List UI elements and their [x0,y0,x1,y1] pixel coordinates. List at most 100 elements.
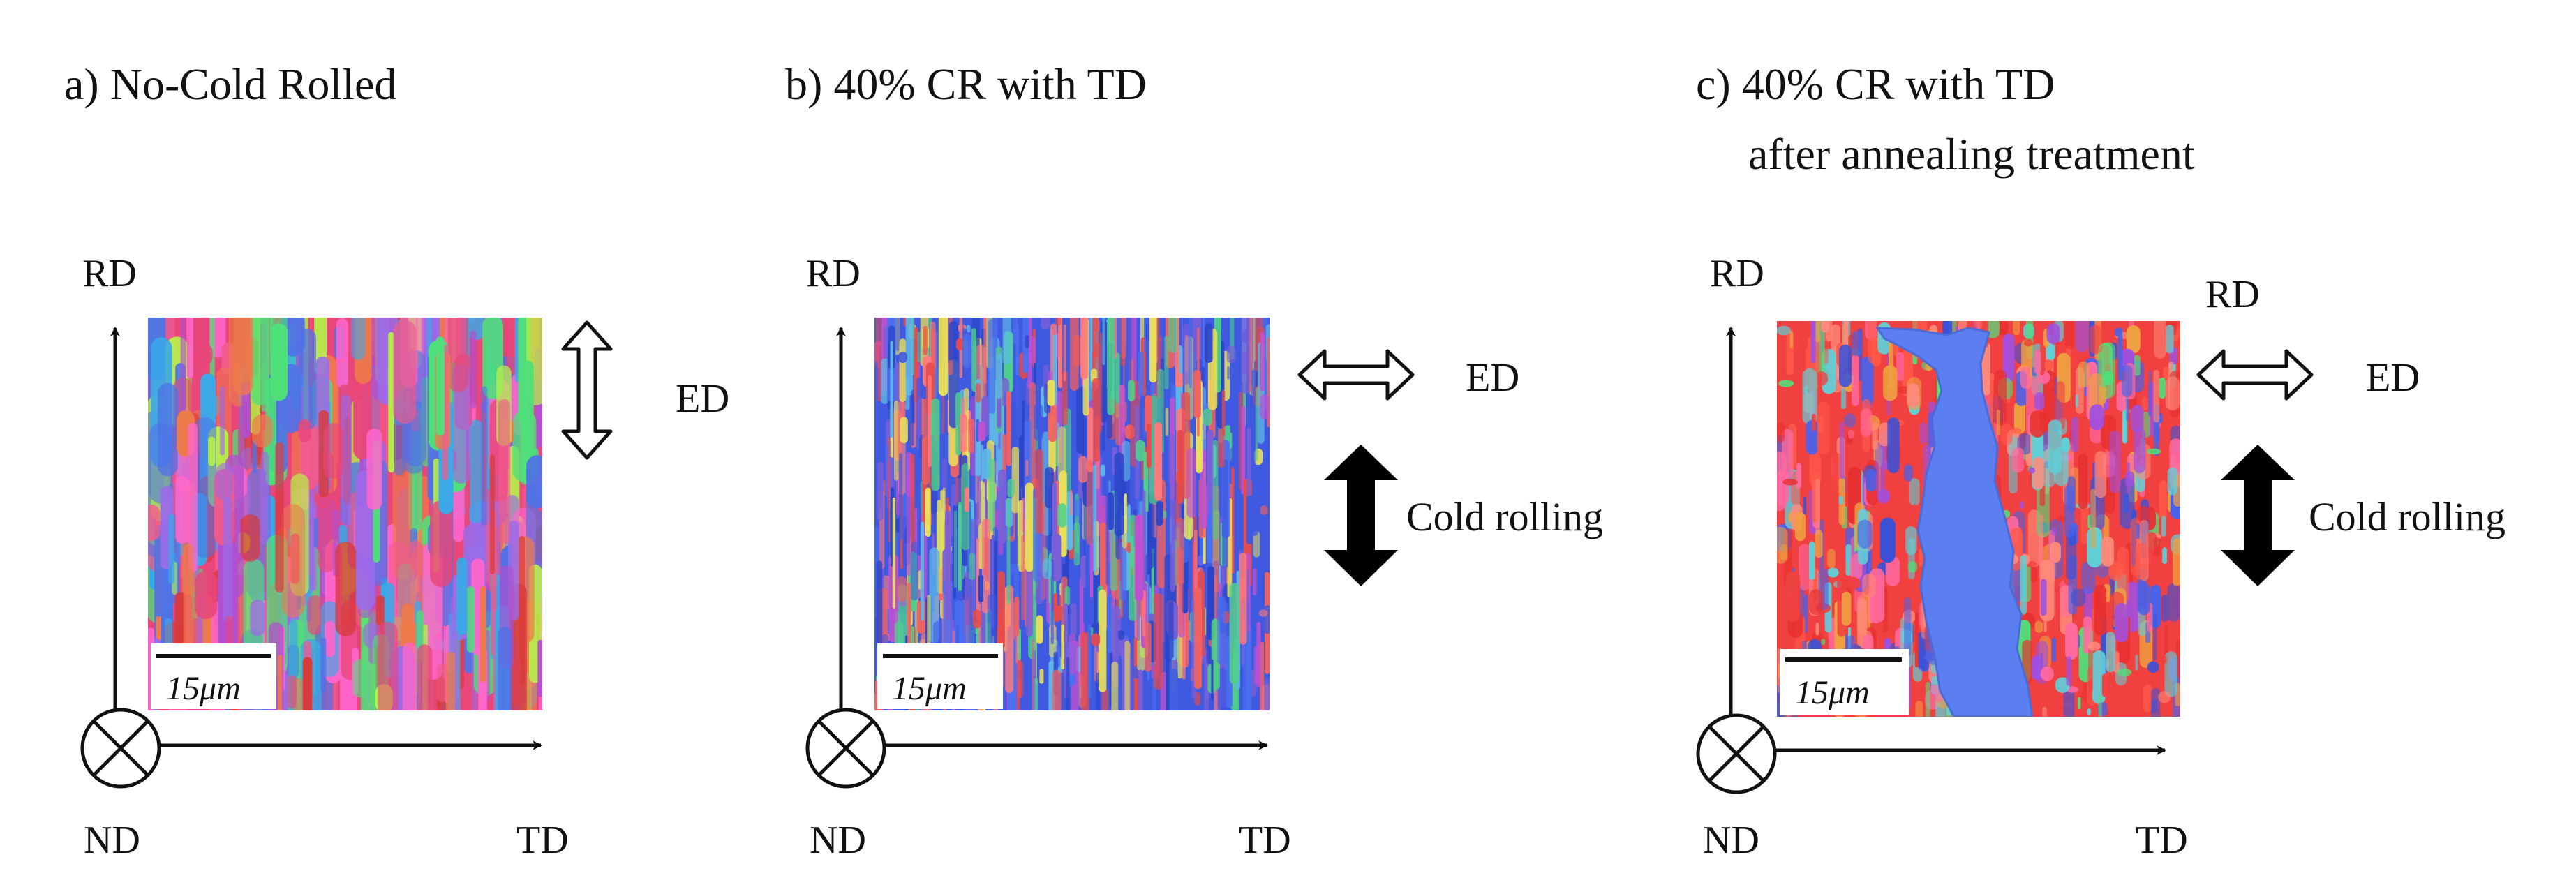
grain [2154,321,2166,359]
grain [1138,669,1143,710]
grain [1903,418,1912,478]
grain [2034,620,2043,633]
grain [2019,501,2024,509]
grain [1025,459,1029,477]
grain [456,558,468,635]
grain [1253,645,1261,685]
grain [1057,503,1067,528]
grain [1785,593,1793,621]
grain [1092,378,1100,463]
grain [2075,321,2089,352]
grain [1168,433,1175,500]
grain [1909,478,1920,506]
grain [1222,459,1228,569]
grain [905,318,914,396]
grain [2147,448,2161,455]
grain [2165,376,2180,411]
grain [2135,542,2147,580]
grain [2065,623,2078,660]
panel-b-td-label: TD [1239,819,1291,862]
grain [2020,555,2027,615]
grain [2045,359,2053,371]
grain [393,320,417,424]
grain [1107,492,1114,530]
grain [1810,321,1816,363]
grain [1817,401,1830,455]
grain [2042,706,2047,717]
grain [899,338,907,402]
grain [1107,594,1112,653]
grain [1101,688,1109,710]
grain [1006,391,1011,466]
grain [1114,452,1124,537]
grain [975,382,981,403]
grain [987,594,997,655]
grain [2153,613,2157,661]
grain [2166,325,2174,354]
grain [402,642,417,710]
grain [1919,422,1928,445]
panel-b-scale-bar: 15μm [877,643,1003,709]
grain [1794,512,1806,542]
grain [897,576,907,602]
panel-a-micrograph [148,318,542,710]
grain [921,521,925,621]
grain [275,442,284,593]
grain [1069,633,1076,675]
grain [1782,429,1794,479]
panel-a-ed-arrow [561,320,613,460]
panel-c-title-line-2: after annealing treatment [1748,129,2195,179]
grain [260,452,269,545]
grain [917,332,921,362]
grain [1128,380,1136,401]
grain [220,386,225,456]
grain [324,620,335,657]
grain [1794,386,1800,416]
grain [1845,544,1852,576]
grain [2011,427,2022,434]
grain [1260,505,1268,515]
grain [1848,429,1854,439]
grain [2081,561,2096,594]
grain [907,582,911,650]
grain [1260,394,1270,419]
grain [2109,575,2115,597]
grain [1912,504,1917,510]
grain [1243,630,1251,710]
grain [2051,637,2057,662]
grain [1014,597,1020,636]
grain [899,453,903,540]
grain [1032,639,1035,710]
grain [1996,409,2000,436]
grain [251,414,273,448]
grain [1777,325,1792,336]
grain [898,351,907,364]
grain [335,542,356,636]
grain [1877,489,1890,504]
grain [2064,484,2075,538]
grain [1100,464,1106,477]
grain [1074,499,1081,516]
grain [910,542,918,601]
grain [2159,413,2163,424]
grain [1861,357,1874,405]
grain [1051,533,1062,582]
grain [888,438,891,542]
grain [2161,516,2166,537]
grain [1824,460,1832,511]
panel-a-nd-label: ND [84,819,140,862]
grain [922,398,930,485]
grain [1047,379,1055,406]
panel-a-td-label: TD [516,819,569,862]
grain [1175,471,1181,523]
grain [2034,350,2041,374]
grain [1025,482,1034,572]
grain [1260,332,1265,392]
panel-c-ed-arrow [2196,349,2314,401]
grain [1063,324,1066,382]
grain [1818,415,1823,433]
grain [318,500,336,572]
grain [158,382,178,477]
grain [1087,407,1094,472]
grain [1107,410,1112,439]
